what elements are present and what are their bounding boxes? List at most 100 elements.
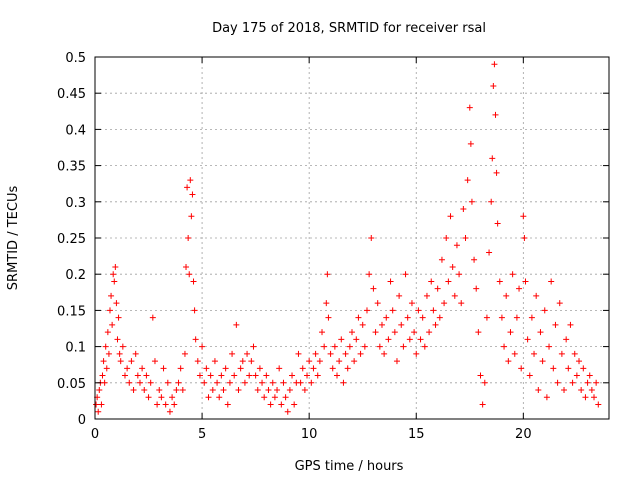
data-point bbox=[488, 198, 495, 205]
data-point bbox=[179, 387, 186, 394]
data-point bbox=[325, 314, 332, 321]
data-point bbox=[186, 271, 193, 278]
data-point bbox=[154, 401, 161, 408]
data-point bbox=[398, 321, 405, 328]
data-point bbox=[130, 387, 137, 394]
data-point bbox=[282, 394, 289, 401]
data-point bbox=[537, 329, 544, 336]
data-point bbox=[185, 235, 192, 241]
data-point bbox=[259, 379, 266, 386]
x-tick-label: 20 bbox=[515, 427, 532, 442]
data-point bbox=[475, 329, 482, 336]
data-point bbox=[141, 387, 148, 394]
data-point bbox=[496, 278, 503, 285]
data-point bbox=[573, 372, 580, 379]
data-point bbox=[479, 401, 486, 408]
data-point bbox=[363, 307, 370, 314]
data-point bbox=[413, 350, 420, 357]
data-point bbox=[252, 372, 259, 379]
data-point bbox=[524, 336, 531, 343]
data-point bbox=[552, 321, 559, 328]
data-point bbox=[93, 401, 100, 408]
data-point bbox=[372, 329, 379, 336]
data-point bbox=[443, 235, 450, 241]
data-point bbox=[449, 263, 456, 270]
data-point bbox=[483, 314, 490, 321]
data-point bbox=[233, 321, 240, 328]
x-tick-label: 15 bbox=[408, 427, 425, 442]
data-point bbox=[214, 379, 221, 386]
data-point bbox=[378, 321, 385, 328]
data-point bbox=[194, 358, 201, 365]
data-point bbox=[366, 271, 373, 278]
x-tick-label: 0 bbox=[91, 427, 99, 442]
data-point bbox=[556, 300, 563, 307]
data-point bbox=[481, 379, 488, 386]
data-point bbox=[222, 365, 229, 372]
data-point bbox=[211, 358, 218, 365]
data-point bbox=[314, 372, 321, 379]
data-point bbox=[460, 206, 467, 213]
data-point bbox=[209, 387, 216, 394]
data-point bbox=[563, 336, 570, 343]
data-point bbox=[110, 271, 117, 278]
data-point bbox=[543, 394, 550, 401]
data-point bbox=[548, 278, 555, 285]
data-point bbox=[511, 350, 518, 357]
data-point bbox=[248, 358, 255, 365]
data-point bbox=[171, 401, 178, 408]
data-point bbox=[381, 350, 388, 357]
data-point bbox=[126, 379, 133, 386]
data-point bbox=[324, 271, 331, 278]
y-tick-label: 0.5 bbox=[65, 51, 86, 66]
data-point bbox=[526, 372, 533, 379]
data-point bbox=[166, 408, 173, 415]
data-point bbox=[304, 372, 311, 379]
data-point bbox=[558, 350, 565, 357]
data-point bbox=[134, 372, 141, 379]
data-point bbox=[554, 379, 561, 386]
data-point bbox=[408, 300, 415, 307]
data-point bbox=[432, 321, 439, 328]
data-point bbox=[98, 401, 105, 408]
data-point bbox=[220, 387, 227, 394]
data-point bbox=[458, 300, 465, 307]
data-point bbox=[498, 314, 505, 321]
y-tick-label: 0.45 bbox=[57, 87, 86, 102]
data-point bbox=[216, 394, 223, 401]
data-point bbox=[503, 292, 510, 299]
data-point bbox=[353, 336, 360, 343]
data-point bbox=[117, 358, 124, 365]
data-point bbox=[595, 401, 602, 408]
data-point bbox=[486, 249, 493, 256]
data-point bbox=[376, 343, 383, 350]
data-point bbox=[385, 336, 392, 343]
data-point bbox=[531, 350, 538, 357]
data-point bbox=[151, 358, 158, 365]
data-point bbox=[342, 350, 349, 357]
data-point bbox=[567, 321, 574, 328]
data-point bbox=[143, 372, 150, 379]
data-point bbox=[393, 358, 400, 365]
data-point bbox=[423, 292, 430, 299]
data-point bbox=[323, 300, 330, 307]
data-point bbox=[357, 350, 364, 357]
data-point bbox=[136, 379, 143, 386]
data-point bbox=[349, 329, 355, 336]
data-point bbox=[489, 155, 496, 162]
data-point bbox=[462, 235, 469, 241]
data-point bbox=[196, 372, 203, 379]
data-point bbox=[417, 336, 424, 343]
data-point bbox=[336, 358, 343, 365]
x-tick-label: 10 bbox=[301, 427, 318, 442]
data-point bbox=[100, 358, 107, 365]
data-point bbox=[149, 314, 156, 321]
data-point bbox=[576, 358, 583, 365]
data-point bbox=[231, 372, 238, 379]
y-tick-label: 0.05 bbox=[57, 377, 86, 392]
data-point bbox=[284, 408, 291, 415]
data-point bbox=[254, 387, 261, 394]
data-point bbox=[586, 372, 593, 379]
data-point bbox=[471, 256, 478, 263]
